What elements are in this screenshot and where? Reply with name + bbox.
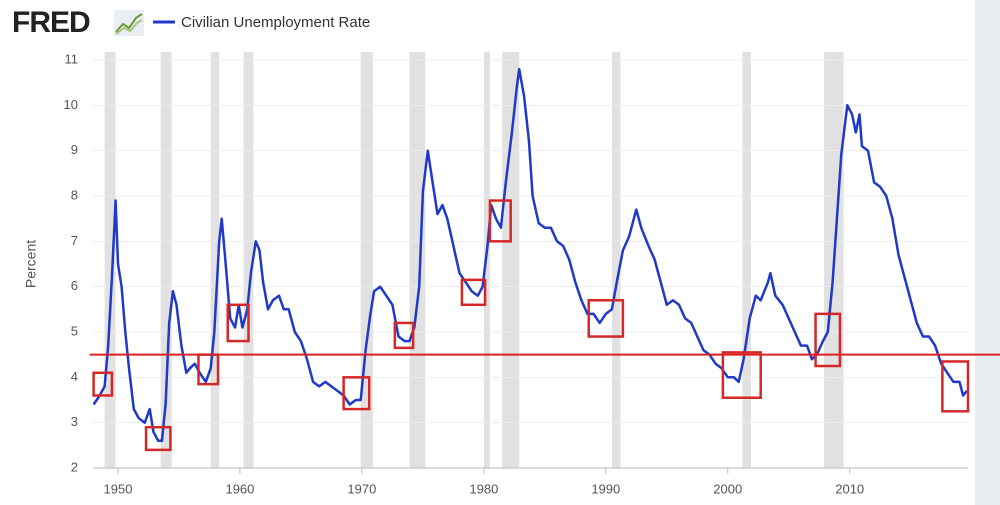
y-tick-label: 7 <box>71 233 78 248</box>
x-tick-label: 1960 <box>225 481 254 496</box>
recession-band <box>502 52 520 468</box>
y-axis-title: Percent <box>23 240 39 288</box>
recession-band <box>210 52 220 468</box>
y-tick-label: 6 <box>71 278 78 293</box>
logo: FRED <box>12 6 90 39</box>
x-tick-label: 1990 <box>591 481 620 496</box>
x-tick-label: 1980 <box>469 481 498 496</box>
highlight-box <box>226 303 250 343</box>
y-tick-label: 11 <box>65 51 79 66</box>
recession-band <box>742 52 751 468</box>
recession-band <box>611 52 621 468</box>
y-tick-label: 2 <box>71 459 78 474</box>
recession-band <box>409 52 426 468</box>
legend-label: Civilian Unemployment Rate <box>181 14 370 31</box>
highlight-box <box>488 199 512 243</box>
highlight-box <box>197 353 220 386</box>
highlight-box <box>393 321 415 350</box>
y-tick-label: 3 <box>71 414 78 429</box>
recession-band <box>104 52 116 468</box>
y-tick-label: 5 <box>71 323 78 338</box>
y-tick-label: 4 <box>71 369 78 384</box>
side-strip <box>975 0 1000 505</box>
highlight-box <box>814 312 842 368</box>
x-tick-label: 1950 <box>104 481 133 496</box>
highlight-box <box>587 299 625 338</box>
x-tick-label: 2000 <box>713 481 742 496</box>
x-tick-label: 1970 <box>347 481 376 496</box>
y-tick-label: 9 <box>71 142 78 157</box>
highlight-box <box>144 425 172 452</box>
y-tick-label: 8 <box>71 187 78 202</box>
series-line <box>92 67 968 443</box>
x-tick-label: 2010 <box>835 481 864 496</box>
logo-icon <box>114 10 144 36</box>
highlight-box <box>342 376 371 411</box>
highlight-box <box>941 360 970 413</box>
recession-band <box>160 52 172 468</box>
highlight-box <box>721 351 762 399</box>
highlight-box <box>460 278 487 307</box>
recession-band <box>360 52 373 468</box>
highlight-box <box>92 371 114 397</box>
recession-band <box>243 52 254 468</box>
y-tick-label: 10 <box>64 97 78 112</box>
